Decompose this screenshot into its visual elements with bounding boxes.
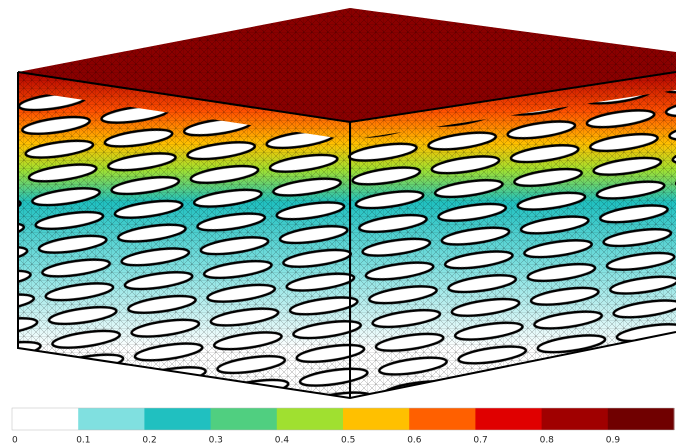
colorbar-segment	[211, 408, 278, 430]
colorbar-segment	[12, 408, 79, 430]
colorbar-segment	[608, 408, 675, 430]
colorbar-segment	[343, 408, 410, 430]
left-pores	[18, 90, 350, 398]
colorbar-segment	[475, 408, 542, 430]
colorbar-tick-label: 0.4	[275, 436, 290, 446]
colorbar-tick-label: 0.5	[341, 436, 355, 446]
body: {"colorbar": {"ticks": [0, 0.1, 0.2, 0.3…	[0, 0, 676, 448]
colorbar-segment	[277, 408, 344, 430]
colorbar-tick-label: 0.3	[209, 436, 223, 446]
colorbar-segment	[78, 408, 145, 430]
colorbar-tick-label: 0	[12, 436, 18, 446]
page: body { margin: 0; width: 676px; height: …	[0, 0, 676, 448]
colorbar-tick-label: 0.2	[142, 436, 156, 446]
colorbar-segment	[144, 408, 211, 430]
colorbar-tick-label: 0.9	[606, 436, 621, 446]
right-pores	[350, 90, 676, 398]
colorbar-tick-label: 0.8	[540, 436, 555, 446]
colorbar-tick-label: 0.7	[473, 436, 487, 446]
colorbar-tick-label: 0.6	[407, 436, 422, 446]
block	[18, 8, 676, 398]
colorbar-segment	[409, 408, 476, 430]
colorbar: 0 0.1 0.2 0.3 0.4 0.5 0.6 0.7 0.8 0.9	[12, 408, 675, 446]
colorbar-segment	[542, 408, 609, 430]
visualization: 0 0.1 0.2 0.3 0.4 0.5 0.6 0.7 0.8 0.9	[0, 0, 676, 448]
colorbar-tick-label: 0.1	[76, 436, 90, 446]
